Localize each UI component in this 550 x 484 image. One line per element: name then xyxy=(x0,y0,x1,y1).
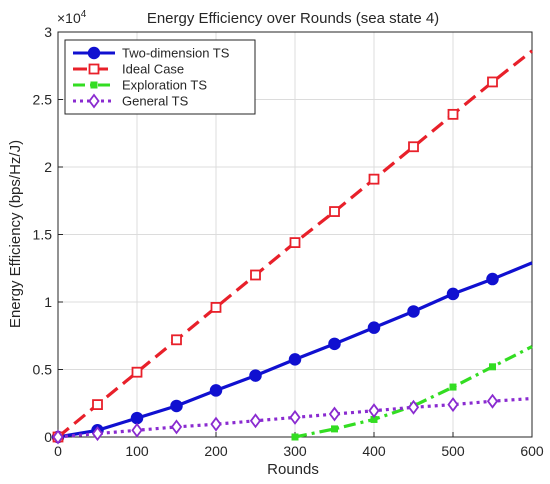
data-point xyxy=(367,321,381,334)
data-point xyxy=(368,173,380,185)
x-tick-label: 200 xyxy=(204,443,228,459)
data-point xyxy=(210,301,222,313)
data-point xyxy=(289,237,301,249)
data-point xyxy=(131,422,143,438)
data-point xyxy=(408,141,419,153)
data-point xyxy=(368,403,380,419)
data-point xyxy=(170,399,183,413)
legend-item: Exploration TS xyxy=(73,78,207,93)
legend-label: Ideal Case xyxy=(122,62,184,77)
x-tick-label: 600 xyxy=(520,443,544,459)
data-point xyxy=(91,426,104,442)
y-axis-multiplier: ×104 xyxy=(57,9,87,26)
axis-ticks: 0 100 200 300 400 500 600 0 0.5 1 1.5 2 2.5 3 xyxy=(33,24,544,459)
legend-label: General TS xyxy=(122,94,189,109)
data-point xyxy=(52,429,64,445)
data-point xyxy=(291,433,299,441)
y-tick-label: 0 xyxy=(44,429,52,445)
x-tick-label: 400 xyxy=(362,443,386,459)
data-point xyxy=(449,383,457,391)
data-point xyxy=(487,76,498,88)
legend-marker-sample xyxy=(88,93,100,109)
y-tick-label: 1 xyxy=(44,294,52,310)
data-point xyxy=(92,399,103,411)
data-point xyxy=(289,409,301,425)
data-point xyxy=(250,269,261,281)
data-point xyxy=(328,406,341,422)
data-point xyxy=(489,363,496,371)
data-point xyxy=(407,305,420,318)
data-point xyxy=(209,384,223,397)
x-tick-label: 100 xyxy=(125,443,149,459)
data-point xyxy=(288,353,302,366)
y-tick-label: 2.5 xyxy=(33,92,53,108)
data-point xyxy=(447,397,459,413)
data-point xyxy=(249,413,262,429)
y-tick-label: 2 xyxy=(44,159,52,175)
data-point xyxy=(328,337,341,351)
data-point xyxy=(331,425,338,433)
data-point xyxy=(171,334,182,346)
y-axis-label: Energy Efficiency (bps/Hz/J) xyxy=(7,140,24,328)
data-point xyxy=(170,419,183,435)
data-point xyxy=(446,287,460,301)
y-multiplier-base: ×10 xyxy=(57,10,81,26)
data-point xyxy=(407,399,420,415)
x-tick-label: 500 xyxy=(441,443,465,459)
y-tick-label: 3 xyxy=(44,24,52,40)
legend-label: Exploration TS xyxy=(122,78,207,93)
legend-marker-sample xyxy=(90,81,98,89)
data-point xyxy=(486,272,499,286)
series-4 xyxy=(52,393,533,445)
x-axis-label: Rounds xyxy=(267,461,319,478)
chart-title: Energy Efficiency over Rounds (sea state… xyxy=(147,10,439,27)
data-point xyxy=(130,411,144,425)
legend-label: Two-dimension TS xyxy=(122,46,230,61)
legend-item: General TS xyxy=(73,93,189,109)
data-point xyxy=(486,393,499,409)
y-multiplier-exponent: 4 xyxy=(81,9,87,20)
data-point xyxy=(131,366,143,378)
series-layer xyxy=(51,49,533,445)
y-tick-label: 1.5 xyxy=(33,227,53,243)
legend-item: Ideal Case xyxy=(73,62,184,77)
data-point xyxy=(329,206,340,217)
data-point xyxy=(249,369,262,382)
legend-marker-sample xyxy=(87,46,101,60)
x-tick-label: 300 xyxy=(283,443,307,459)
legend-item: Two-dimension TS xyxy=(73,46,230,61)
y-tick-label: 0.5 xyxy=(33,362,53,378)
data-point xyxy=(447,108,459,120)
x-tick-label: 0 xyxy=(54,443,62,459)
legend-marker-sample xyxy=(88,63,100,75)
data-point xyxy=(210,416,222,432)
